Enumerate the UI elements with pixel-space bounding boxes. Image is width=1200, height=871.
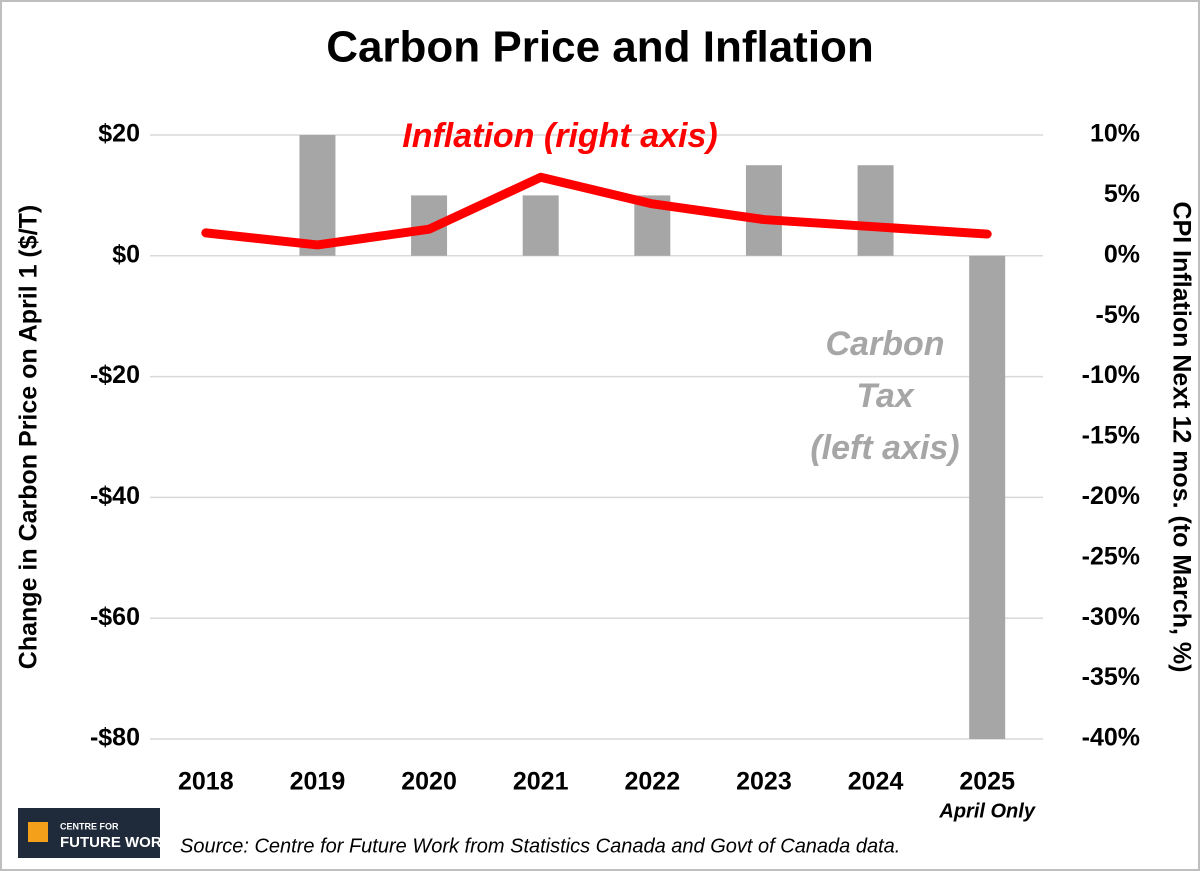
annotation: Carbon <box>826 325 945 363</box>
category-note: April Only <box>938 800 1035 822</box>
chart-title: Carbon Price and Inflation <box>326 23 874 72</box>
source: Source: Centre for Future Work from Stat… <box>180 835 900 857</box>
bar <box>969 255 1006 740</box>
logo-icon <box>28 822 48 842</box>
y2-tick-label: -25% <box>1082 542 1140 570</box>
x-tick-label: 2018 <box>178 768 234 796</box>
annotation: Inflation (right axis) <box>402 117 717 155</box>
y-tick-label: $20 <box>98 120 140 148</box>
x-tick-label: 2024 <box>848 768 904 796</box>
y2-tick-label: -5% <box>1096 301 1140 329</box>
y2-tick-label: -20% <box>1082 482 1140 510</box>
y2-tick-label: 0% <box>1104 240 1140 268</box>
annotation: (left axis) <box>810 429 959 467</box>
y-tick-label: -$60 <box>90 603 140 631</box>
y-axis-label: Change in Carbon Price on April 1 ($/T) <box>15 205 43 669</box>
y2-tick-label: -15% <box>1082 422 1140 450</box>
y-tick-label: $0 <box>112 240 140 268</box>
line <box>201 172 992 250</box>
x-tick-label: 2019 <box>290 768 346 796</box>
x-tick-label: 2023 <box>736 768 792 796</box>
y2-tick-label: -35% <box>1082 663 1140 691</box>
x-tick-label: 2021 <box>513 768 569 796</box>
y2-axis-label: CPI Inflation Next 12 mos. (to March, %) <box>1167 202 1195 673</box>
bar <box>745 165 782 256</box>
y-tick-label: -$20 <box>90 361 140 389</box>
marks <box>201 135 1006 740</box>
bar <box>857 165 894 256</box>
x-tick-label: 2020 <box>401 768 457 796</box>
y-tick-label: -$40 <box>90 482 140 510</box>
grid <box>150 134 1043 740</box>
y2-tick-label: -30% <box>1082 603 1140 631</box>
y2-tick-label: 10% <box>1090 120 1140 148</box>
y-tick-label: -$80 <box>90 724 140 752</box>
logo-text: CENTRE FOR <box>60 821 119 831</box>
x-tick-label: 2025 <box>959 768 1015 796</box>
y2-tick-label: -40% <box>1082 724 1140 752</box>
y2-tick-label: 5% <box>1104 180 1140 208</box>
bar <box>522 195 559 256</box>
y2-tick-label: -10% <box>1082 361 1140 389</box>
annotation: Tax <box>856 377 915 415</box>
logo-text: FUTURE WORK <box>60 834 173 851</box>
bar <box>299 135 336 256</box>
x-tick-label: 2022 <box>625 768 681 796</box>
